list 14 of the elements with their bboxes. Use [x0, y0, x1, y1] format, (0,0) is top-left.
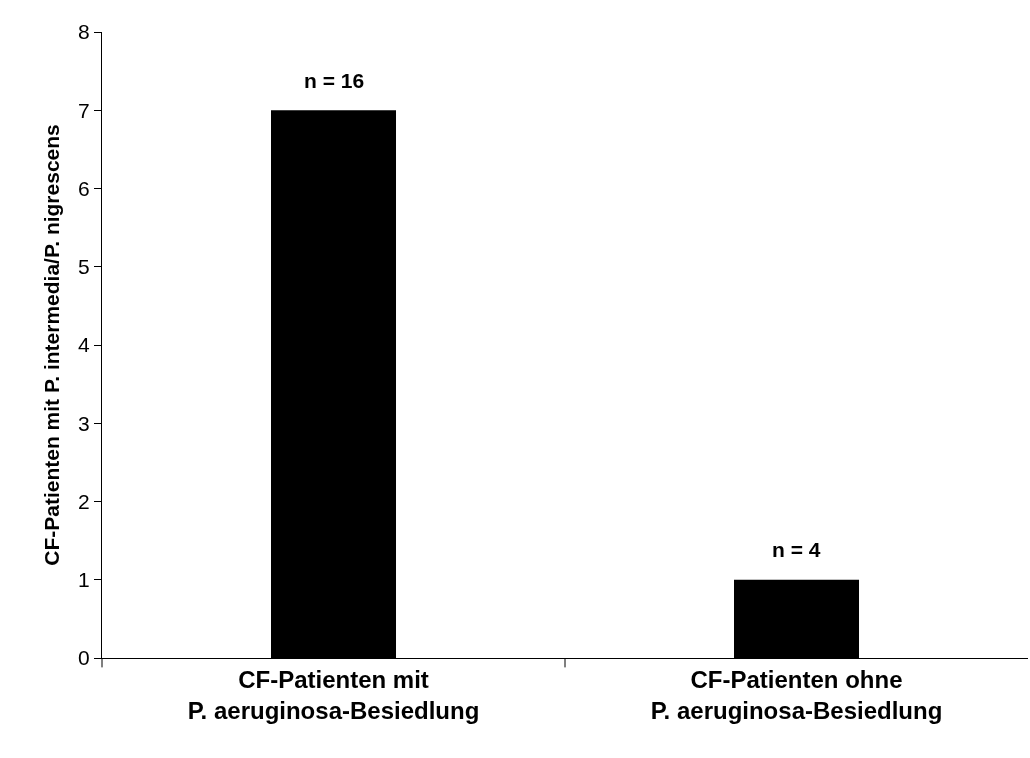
y-tick-label: 2: [78, 489, 90, 513]
y-tick-label: 4: [78, 333, 91, 357]
y-tick-label: 6: [78, 176, 90, 200]
y-tick-label: 5: [78, 255, 90, 279]
y-tick-label: 0: [78, 646, 90, 670]
y-tick-label: 1: [78, 568, 90, 592]
annotation: n = 16: [304, 69, 365, 92]
x-tick-label: CF-Patienten mit P. aeruginosa-Besiedlung: [187, 665, 480, 724]
y-axis-title: CF-Patienten mit P. intermedia/P. nigrescens: [40, 124, 64, 566]
y-tick-label: 8: [78, 20, 90, 44]
y-tick-label: 7: [78, 98, 90, 122]
x-tick-label: CF-Patienten ohne P. aeruginosa-Besiedlung: [650, 665, 943, 724]
y-tick-label: 3: [78, 411, 90, 435]
annotation: n = 4: [772, 538, 821, 561]
